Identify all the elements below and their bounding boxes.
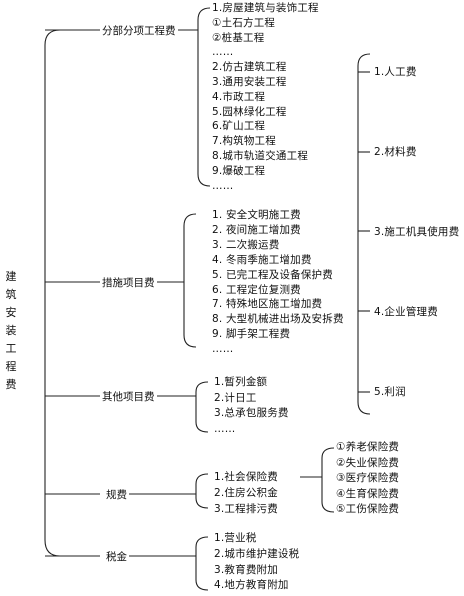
cost-component-3: 4.企业管理费: [374, 306, 438, 318]
bracket-cat-3: [128, 473, 209, 509]
cost-component-2: 3.施工机具使用费: [374, 226, 460, 238]
category-label-0: 分部分项工程费: [100, 23, 178, 38]
cat2-item-2: 3.总承包服务费: [214, 407, 289, 420]
bracket-social-insurance: [300, 447, 335, 513]
bracket-cat-1: [152, 213, 197, 348]
cat1-item-2: 3. 二次搬运费: [212, 238, 280, 251]
cat0-item-8: 6.矿山工程: [212, 120, 266, 133]
cat1-item-7: 8. 大型机械进出场及安拆费: [212, 313, 344, 326]
cat1-item-1: 2. 夜间施工增加费: [212, 223, 301, 236]
cat0-item-6: 4.市政工程: [212, 90, 266, 103]
cat3-item-2: 3.工程排污费: [214, 502, 278, 515]
category-label-2: 其他项目费: [100, 389, 157, 404]
cat0-item-12: ……: [212, 179, 234, 192]
cat4-item-2: 3.教育费附加: [214, 563, 278, 576]
cat0-item-2: ②桩基工程: [212, 31, 265, 44]
cat4-item-1: 2.城市维护建设税: [214, 547, 300, 560]
cat0-item-9: 7.构筑物工程: [212, 135, 276, 148]
root-label: 建筑安装工程费: [5, 270, 17, 391]
social-insurance-item-3: ④生育保险费: [336, 487, 400, 500]
cat2-item-0: 1.暂列金额: [214, 376, 268, 388]
cost-component-0: 1.人工费: [374, 66, 417, 78]
bracket-cat-0: [176, 7, 211, 187]
cost-component-1: 2.材料费: [374, 146, 417, 158]
cat1-item-9: ……: [212, 343, 234, 356]
cat4-item-3: 4.地方教育附加: [214, 579, 289, 592]
cat4-item-0: 1.营业税: [214, 532, 257, 544]
social-insurance-item-1: ②失业保险费: [336, 456, 400, 469]
social-insurance-item-4: ⑤工伤保险费: [336, 503, 400, 516]
cat1-item-6: 7. 特殊地区施工增加费: [212, 298, 323, 311]
bracket-cat-2: [152, 381, 209, 433]
cat1-item-4: 5. 已完工程及设备保护费: [212, 268, 333, 281]
cat0-item-0: 1.房屋建筑与装饰工程: [212, 2, 319, 14]
category-label-4: 税金: [104, 549, 129, 564]
cat3-item-0: 1.社会保险费: [214, 471, 278, 483]
cat0-item-1: ①土石方工程: [212, 16, 276, 29]
cat0-item-4: 2.仿古建筑工程: [212, 61, 287, 74]
cat0-item-7: 5.园林绿化工程: [212, 105, 287, 118]
social-insurance-item-2: ③医疗保险费: [336, 472, 400, 485]
cat0-item-11: 9.爆破工程: [212, 164, 266, 177]
cat0-item-3: ……: [212, 46, 234, 59]
cat0-item-5: 3.通用安装工程: [212, 76, 287, 88]
bracket-cat-4: [128, 536, 209, 591]
cat0-item-10: 8.城市轨道交通工程: [212, 150, 309, 162]
social-insurance-item-0: ①养老保险费: [336, 441, 400, 453]
cat1-item-8: 9. 脚手架工程费: [212, 328, 291, 341]
category-label-1: 措施项目费: [100, 275, 157, 290]
cat1-item-0: 1. 安全文明施工费: [212, 209, 301, 221]
bracket-components: [357, 53, 371, 415]
cost-component-4: 5.利润: [374, 386, 406, 398]
cat3-item-1: 2.住房公积金: [214, 486, 278, 499]
root-bracket: [44, 29, 61, 557]
cat2-item-3: ……: [214, 422, 236, 435]
cat2-item-1: 2.计日工: [214, 391, 257, 404]
cat1-item-3: 4. 冬雨季施工增加费: [212, 253, 312, 266]
category-label-3: 规费: [104, 487, 129, 502]
cat1-item-5: 6. 工程定位复测费: [212, 283, 301, 296]
